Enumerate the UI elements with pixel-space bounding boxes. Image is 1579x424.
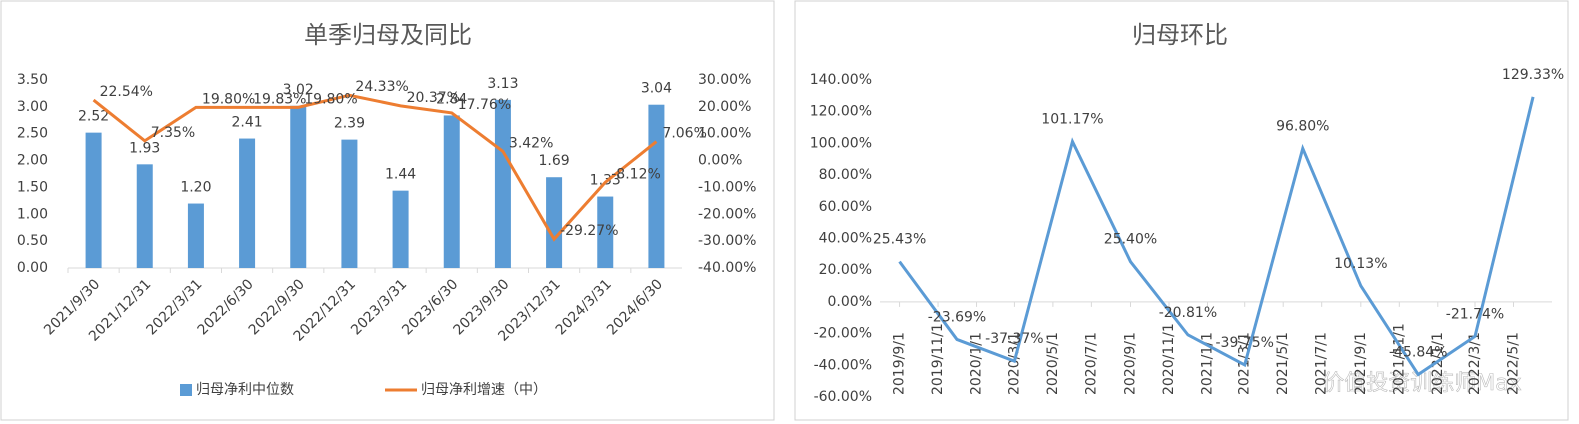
data-label: -29.27% bbox=[560, 223, 618, 239]
x-tick-label: 2020/7/1 bbox=[1083, 332, 1099, 395]
legend-label: 归母净利增速（中） bbox=[421, 381, 547, 398]
y-tick-label: 2.50 bbox=[17, 126, 48, 142]
y-tick-label: -20.00% bbox=[814, 326, 872, 342]
data-label: 96.80% bbox=[1276, 118, 1329, 134]
data-label: -45.84% bbox=[1389, 345, 1447, 361]
data-label: -23.69% bbox=[928, 309, 986, 325]
y-tick-label: 0.50 bbox=[17, 233, 48, 249]
y-tick-label: 0.00% bbox=[828, 294, 872, 310]
y2-tick-label: 10.00% bbox=[698, 126, 751, 142]
legend-swatch bbox=[180, 384, 192, 396]
x-tick-label: 2020/9/1 bbox=[1123, 332, 1139, 395]
x-tick-label: 2022/3/1 bbox=[1467, 332, 1483, 395]
data-label: 2.39 bbox=[334, 116, 365, 132]
bar bbox=[597, 196, 614, 268]
data-label: 19.80% bbox=[202, 91, 255, 107]
y-tick-label: 3.50 bbox=[17, 72, 48, 88]
data-label: 25.43% bbox=[873, 232, 926, 248]
data-label: 25.40% bbox=[1104, 232, 1157, 248]
chart-title: 归母环比 bbox=[1132, 21, 1228, 49]
legend-label: 归母净利中位数 bbox=[196, 381, 294, 398]
data-label: 1.69 bbox=[538, 153, 569, 169]
y-tick-label: 0.00 bbox=[17, 260, 48, 276]
data-label: 24.33% bbox=[355, 79, 408, 95]
y2-tick-label: -10.00% bbox=[698, 179, 756, 195]
data-label: 129.33% bbox=[1502, 67, 1564, 83]
data-label: 1.20 bbox=[180, 180, 211, 196]
data-label: 2.41 bbox=[231, 115, 262, 131]
panel bbox=[794, 0, 1569, 421]
data-label: -39.75% bbox=[1215, 335, 1273, 351]
bar bbox=[136, 164, 153, 268]
y-tick-label: 20.00% bbox=[819, 262, 872, 278]
y-tick-label: 140.00% bbox=[810, 72, 872, 88]
chart-title: 单季归母及同比 bbox=[304, 21, 472, 49]
y2-tick-label: -20.00% bbox=[698, 206, 756, 222]
y2-tick-label: 0.00% bbox=[698, 153, 742, 169]
x-tick-label: 2020/1/1 bbox=[969, 332, 985, 395]
x-tick-label: 2019/9/1 bbox=[892, 332, 908, 395]
y2-tick-label: 20.00% bbox=[698, 99, 751, 115]
panel bbox=[0, 0, 775, 421]
data-label: -37.37% bbox=[985, 331, 1043, 347]
x-tick-label: 2021/5/1 bbox=[1275, 332, 1291, 395]
data-label: 7.35% bbox=[151, 125, 195, 141]
data-label: 2.52 bbox=[78, 109, 109, 125]
line bbox=[92, 93, 658, 242]
bar bbox=[187, 203, 204, 268]
y-tick-label: 1.50 bbox=[17, 179, 48, 195]
x-tick-label: 2022/1/1 bbox=[1430, 332, 1446, 395]
data-label: 7.06% bbox=[662, 126, 706, 142]
y-tick-label: 3.00 bbox=[17, 99, 48, 115]
data-label: 3.02 bbox=[283, 82, 314, 98]
x-tick-label: 2021/9/1 bbox=[1353, 332, 1369, 395]
bar bbox=[341, 139, 358, 268]
bar bbox=[546, 177, 563, 268]
y-tick-label: -40.00% bbox=[814, 357, 872, 373]
bar bbox=[290, 105, 307, 268]
data-label: 3.42% bbox=[509, 135, 553, 151]
bar bbox=[239, 138, 256, 268]
data-label: 3.13 bbox=[487, 76, 518, 92]
data-label: 19.80% bbox=[304, 91, 357, 107]
y-tick-label: 40.00% bbox=[819, 231, 872, 247]
data-label: -8.12% bbox=[611, 166, 661, 182]
data-label: 10.13% bbox=[1334, 256, 1387, 272]
bar bbox=[443, 115, 460, 268]
x-tick-label: 2020/11/1 bbox=[1161, 323, 1177, 395]
data-label: -21.74% bbox=[1446, 306, 1504, 322]
data-label: 17.76% bbox=[458, 97, 511, 113]
x-tick-label: 2020/5/1 bbox=[1045, 332, 1061, 395]
bar bbox=[494, 99, 511, 268]
y2-tick-label: -30.00% bbox=[698, 233, 756, 249]
y-tick-label: 100.00% bbox=[810, 135, 872, 151]
y-tick-label: 60.00% bbox=[819, 199, 872, 215]
data-label: 2.84 bbox=[436, 91, 467, 107]
data-label: 1.44 bbox=[385, 167, 416, 183]
x-tick-label: 2021/7/1 bbox=[1314, 332, 1330, 395]
y2-tick-label: 30.00% bbox=[698, 72, 751, 88]
data-label: 20.37% bbox=[407, 90, 460, 106]
data-label: 22.54% bbox=[100, 84, 153, 100]
x-tick-label: 2022/5/1 bbox=[1506, 332, 1522, 395]
data-label: 19.83% bbox=[253, 91, 306, 107]
y-tick-label: -60.00% bbox=[814, 389, 872, 405]
y-tick-label: 2.00 bbox=[17, 153, 48, 169]
x-tick-label: 2019/11/1 bbox=[930, 323, 946, 395]
y2-tick-label: -40.00% bbox=[698, 260, 756, 276]
bar bbox=[392, 190, 409, 268]
y-tick-label: 80.00% bbox=[819, 167, 872, 183]
data-label: -20.81% bbox=[1159, 305, 1217, 321]
y-tick-label: 120.00% bbox=[810, 104, 872, 120]
data-label: 3.04 bbox=[641, 81, 672, 97]
bar bbox=[85, 132, 102, 268]
data-label: 101.17% bbox=[1041, 112, 1103, 128]
line bbox=[898, 96, 1535, 377]
y-tick-label: 1.00 bbox=[17, 206, 48, 222]
data-label: 1.93 bbox=[129, 140, 160, 156]
watermark: 价值投资训练师Max bbox=[1322, 371, 1521, 396]
